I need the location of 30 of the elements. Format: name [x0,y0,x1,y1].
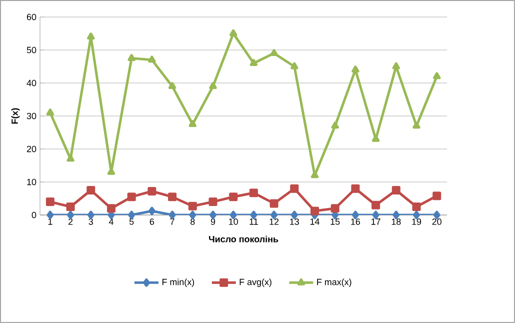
x-tick-label: 2 [68,218,73,225]
x-tick-label: 10 [229,218,238,225]
x-tick-label: 14 [310,218,320,225]
y-tick-label: 30 [26,112,36,120]
x-tick-label: 3 [88,218,93,225]
x-tick-label: 15 [330,218,340,225]
x-tick-label: 20 [432,218,442,225]
x-tick-label: 16 [351,218,360,225]
x-tick-label: 11 [250,218,258,225]
x-tick-label: 5 [129,218,134,225]
legend-label: F avg(x) [240,278,272,287]
x-tick-label: 9 [210,218,216,225]
y-tick-label: 60 [26,14,36,20]
x-tick-label: 13 [290,218,299,225]
x-axis-title: Число поколінь [209,236,278,242]
legend-label: F min(x) [162,278,194,287]
x-tick-label: 12 [270,218,279,225]
x-tick-label: 8 [190,218,195,225]
x-tick-label: 4 [108,218,114,225]
y-axis-title: F(x) [11,108,20,124]
x-tick-label: 17 [371,218,380,225]
x-tick-label: 18 [392,218,401,225]
y-tick-label: 40 [26,80,36,86]
y-tick-label: 10 [27,178,36,186]
y-tick-label: 0 [32,212,36,218]
y-tick-label: 20 [26,146,36,152]
x-tick-label: 19 [412,218,422,225]
x-tick-label: 6 [150,218,154,225]
legend-label: F max(x) [317,278,352,287]
y-tick-label: 50 [26,46,36,54]
